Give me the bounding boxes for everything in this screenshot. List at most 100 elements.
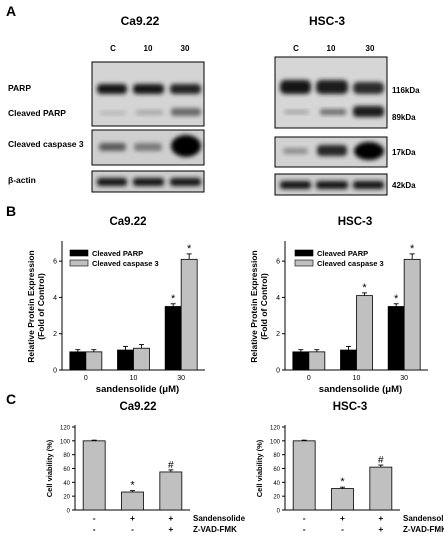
y-axis-label-2: (Fold of Control) [259, 273, 269, 340]
chart-title: HSC-3 [338, 216, 373, 228]
treatment-label: Sandensolide [193, 514, 246, 523]
blot-ca922: Ca9.22 C 10 30 PARP Cleaved PARP Cleaved… [8, 14, 205, 193]
y-tick-label: 0 [276, 368, 280, 375]
bar [331, 488, 354, 511]
treatment-mark: + [168, 524, 173, 534]
treatment-label: Z-VAD-FMK [193, 525, 237, 534]
treatment-mark: - [303, 524, 306, 534]
y-tick-label: 100 [60, 439, 71, 445]
bar [356, 295, 373, 371]
significance-mark: * [171, 293, 176, 305]
significance-mark: # [168, 460, 174, 471]
y-tick-label: 0 [277, 509, 281, 515]
blot-row-parp: PARP [8, 83, 31, 93]
blot-ca922-lane-c: C [110, 44, 116, 53]
chart-title: Ca9.22 [119, 401, 156, 413]
bar [369, 466, 393, 511]
x-tick-label: 30 [177, 375, 185, 382]
y-tick-label: 6 [276, 259, 280, 266]
blot-size-17: 17kDa [392, 148, 416, 157]
significance-mark: * [187, 243, 192, 255]
y-tick-label: 4 [53, 295, 57, 302]
significance-mark: * [130, 480, 135, 492]
chart-c-hsc3: HSC-3 0 20 40 60 80 100 120 Cell viability (%) * #… [255, 401, 444, 534]
bar [308, 351, 326, 371]
y-axis-label: Cell viability (%) [255, 439, 264, 497]
chart-c-ca922: Ca9.22 0 20 40 60 80 100 120 Cell viability (%) *… [45, 401, 246, 534]
y-tick-label: 20 [273, 495, 280, 501]
y-axis-label-2: (Fold of Control) [36, 273, 46, 340]
bar [85, 351, 103, 371]
y-tick-label: 120 [270, 426, 281, 432]
y-tick-label: 120 [60, 426, 71, 432]
x-tick-label: 30 [400, 375, 408, 382]
y-tick-label: 2 [276, 331, 280, 338]
bar [121, 491, 144, 511]
panel-label-c: C [6, 391, 16, 407]
treatment-mark: - [303, 513, 306, 523]
y-tick-label: 80 [63, 453, 70, 459]
y-axis-label: Relative Protein Expression [26, 250, 36, 362]
y-tick-label: 4 [276, 295, 280, 302]
treatment-mark: - [93, 513, 96, 523]
blot-ca922-lane-10: 10 [144, 44, 153, 53]
blot-hsc3-lane-10: 10 [327, 44, 336, 53]
bar [159, 471, 183, 511]
blot-size-42: 42kDa [392, 181, 416, 190]
blot-hsc3-lane-c: C [293, 44, 299, 53]
treatment-mark: + [378, 513, 383, 523]
treatment-mark: + [378, 524, 383, 534]
bar [164, 306, 182, 371]
y-axis-label: Cell viability (%) [45, 439, 54, 497]
x-tick-label: 0 [307, 375, 311, 382]
treatment-label: Sandensolide [403, 514, 444, 523]
y-tick-label: 20 [63, 495, 70, 501]
x-tick-label: 10 [353, 375, 361, 382]
bar [292, 351, 310, 371]
blot-ca922-lane-30: 30 [181, 44, 190, 53]
blot-hsc3-title: HSC-3 [309, 14, 345, 28]
legend-swatch [69, 249, 89, 257]
chart-b-hsc3: HSC-3 0 2 4 6 Relative Protein Expression (Fol… [249, 216, 428, 395]
treatment-mark: - [341, 524, 344, 534]
x-axis-label: sandensolide (μM) [319, 384, 402, 395]
blot-row-cleaved-caspase3: Cleaved caspase 3 [8, 139, 84, 149]
significance-mark: # [378, 455, 384, 466]
legend-swatch [294, 259, 314, 267]
y-tick-label: 60 [273, 467, 280, 473]
legend-swatch [294, 249, 314, 257]
legend-swatch [69, 259, 89, 267]
x-tick-label: 0 [84, 375, 88, 382]
treatment-mark: + [340, 513, 345, 523]
significance-mark: * [410, 243, 415, 255]
bar [387, 306, 405, 371]
bar [117, 349, 134, 371]
y-tick-label: 0 [53, 368, 57, 375]
significance-mark: * [362, 282, 367, 294]
y-tick-label: 80 [273, 453, 280, 459]
treatment-label: Z-VAD-FMK [403, 525, 444, 534]
bar [292, 440, 316, 511]
bar [340, 349, 357, 371]
blot-hsc3: HSC-3 C 10 30 116kDa 89kDa 17kDa 42kDa [274, 14, 420, 196]
y-tick-label: 6 [53, 259, 57, 266]
legend-label: Cleaved caspase 3 [317, 259, 384, 268]
blot-row-beta-actin: β-actin [8, 175, 36, 185]
chart-title: HSC-3 [333, 401, 368, 413]
y-tick-label: 2 [53, 331, 57, 338]
bar [180, 258, 198, 371]
blot-ca922-title: Ca9.22 [121, 14, 160, 28]
y-tick-label: 100 [270, 439, 281, 445]
legend-label: Cleaved PARP [92, 249, 143, 258]
legend-label: Cleaved caspase 3 [92, 259, 159, 268]
bar [82, 440, 106, 511]
treatment-mark: - [131, 524, 134, 534]
legend-label: Cleaved PARP [317, 249, 368, 258]
blot-size-116: 116kDa [392, 86, 420, 95]
chart-title: Ca9.22 [109, 216, 146, 228]
y-tick-label: 60 [63, 467, 70, 473]
blot-hsc3-lane-30: 30 [366, 44, 375, 53]
bar [133, 347, 150, 371]
y-tick-label: 40 [63, 481, 70, 487]
